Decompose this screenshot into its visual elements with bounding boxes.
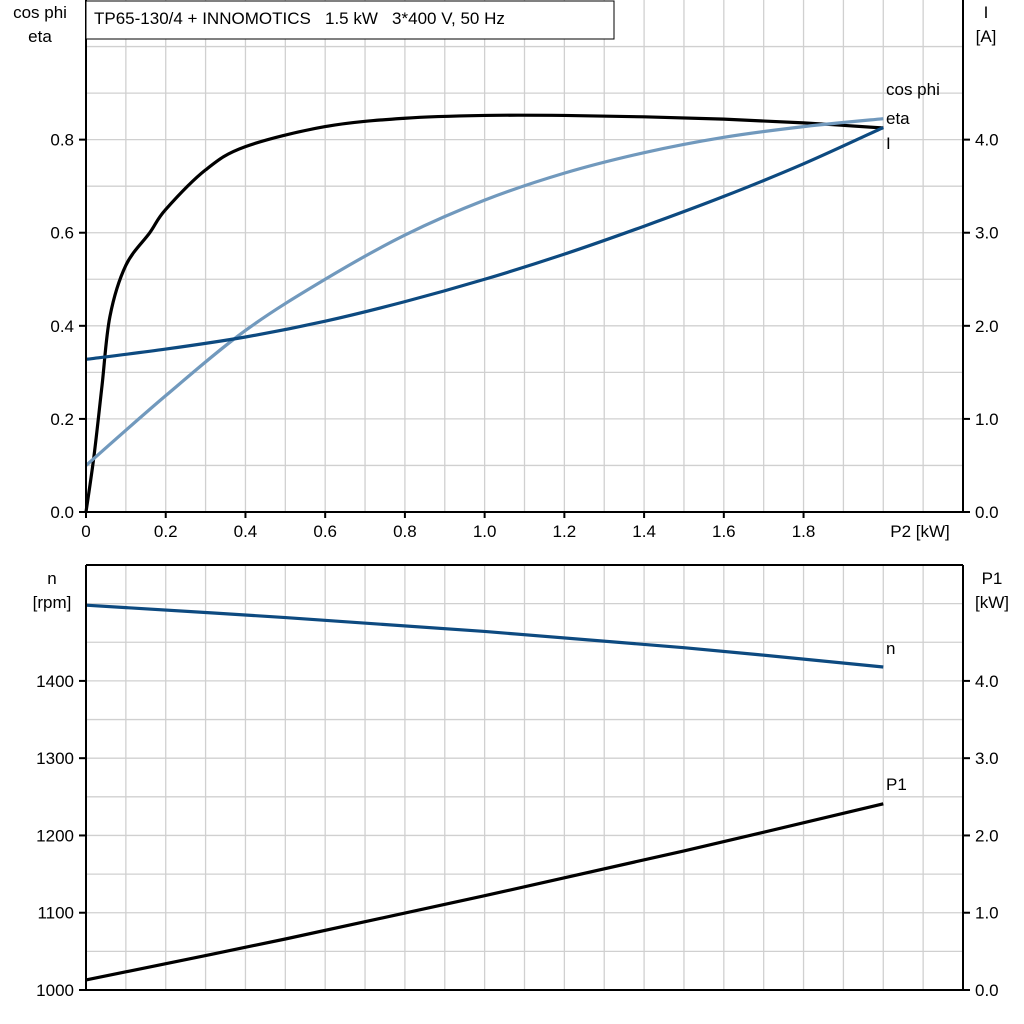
x-tick-label: 0.8 [393,522,417,541]
x-tick-label: 0.4 [234,522,258,541]
series-line-cos-phi [84,117,884,467]
y-tick-label-left: 1100 [37,904,74,923]
chart-title: TP65-130/4 + INNOMOTICS 1.5 kW 3*400 V, … [94,9,505,28]
y-tick-label-right: 2.0 [975,826,999,845]
y-tick-label-right: 1.0 [975,904,999,923]
top-right-ylabel-2: [A] [976,27,997,46]
x-tick-label: 1.8 [792,522,816,541]
series-line-eta [84,113,884,513]
bottom-grid [86,565,963,990]
series-label-n: n [886,639,895,658]
series-label-eta: eta [886,109,910,128]
y-tick-label-left: 0.4 [50,317,74,336]
bottom-left-ylabel-1: n [47,569,56,588]
y-tick-label-right: 4.0 [975,131,999,150]
top-right-ylabel-1: I [984,3,989,22]
series-line-n [85,603,884,669]
y-tick-label-right: 1.0 [975,410,999,429]
x-tick-label: 1.0 [473,522,497,541]
y-tick-label-left: 1400 [36,672,74,691]
top-grid [86,0,963,512]
y-tick-label-left: 0.0 [50,503,74,522]
bottom-right-ylabel-1: P1 [982,569,1003,588]
series-label-P1: P1 [886,775,907,794]
series-line-P1 [85,802,884,982]
y-tick-label-left: 0.8 [50,131,74,150]
bottom-left-ylabel-2: [rpm] [33,593,72,612]
x-tick-label: 0 [81,522,90,541]
y-tick-label-right: 2.0 [975,317,999,336]
x-tick-label: 1.2 [553,522,577,541]
series-line-I [85,126,884,361]
y-tick-label-left: 1000 [36,981,74,1000]
x-tick-label: 0.2 [154,522,178,541]
y-tick-label-left: 0.2 [50,410,74,429]
x-tick-label: 0.6 [313,522,337,541]
series-label-I: I [886,134,891,153]
x-tick-label: 1.6 [712,522,736,541]
curves [84,113,884,982]
bottom-right-ylabel-2: [kW] [975,593,1009,612]
top-left-ylabel-1: cos phi [13,3,67,22]
axes [79,0,970,991]
y-tick-label-right: 4.0 [975,672,999,691]
y-tick-label-left: 1300 [36,749,74,768]
y-tick-label-right: 3.0 [975,224,999,243]
tick-labels: 0.0 0.2 0.4 0.6 0.8 0.0 1.0 2.0 3.0 4.0 0 0.2 0.4 0.6… [36,131,998,1000]
x-tick-label: 1.4 [632,522,656,541]
top-left-ylabel-2: eta [28,27,52,46]
x-axis-label: P2 [kW] [890,522,950,541]
y-tick-label-right: 3.0 [975,749,999,768]
y-tick-label-left: 1200 [36,826,74,845]
series-label-cos-phi: cos phi [886,80,940,99]
y-tick-label-right: 0.0 [975,981,999,1000]
y-tick-label-right: 0.0 [975,503,999,522]
y-tick-label-left: 0.6 [50,224,74,243]
title-box [85,0,615,40]
